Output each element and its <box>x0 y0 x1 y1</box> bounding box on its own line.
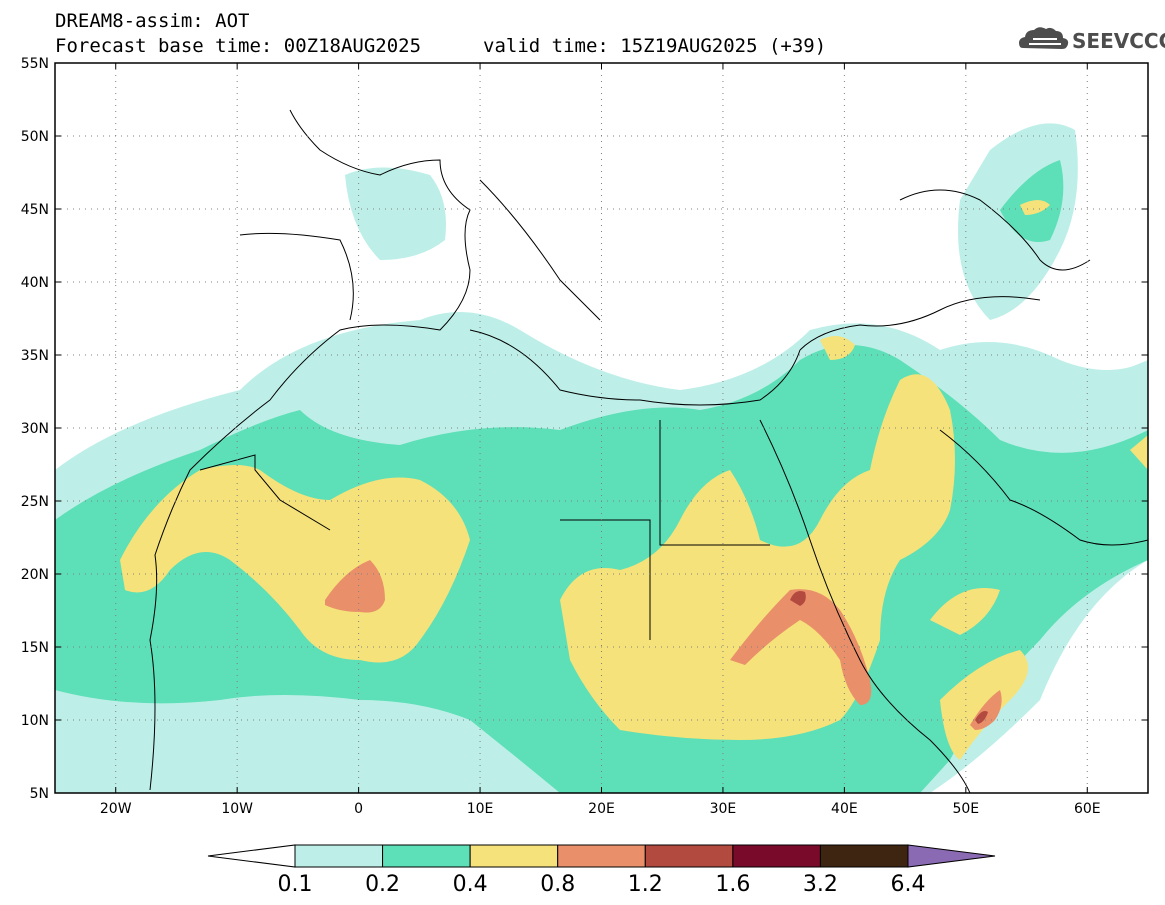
lon-labels: 20W 10W 0 10E 20E 30E 40E 50E 60E <box>100 801 1101 817</box>
colorbar-level-label: 6.4 <box>891 872 926 897</box>
lon-label: 10E <box>467 801 494 817</box>
lat-label: 50N <box>21 129 49 145</box>
lon-label: 40E <box>831 801 858 817</box>
colorbar <box>207 844 996 868</box>
chart-title: DREAM8-assim: AOT <box>55 10 250 32</box>
lon-label: 60E <box>1074 801 1101 817</box>
colorbar-box <box>382 844 471 868</box>
lat-label: 30N <box>21 421 49 437</box>
lat-label: 25N <box>21 494 49 510</box>
lat-label: 40N <box>21 275 49 291</box>
colorbar-labels: 0.1 0.2 0.4 0.8 1.2 1.6 3.2 6.4 <box>278 872 926 897</box>
colorbar-level-label: 0.8 <box>540 872 575 897</box>
forecast-base-time: Forecast base time: 00Z18AUG2025 <box>55 35 422 57</box>
lon-label: 30E <box>710 801 737 817</box>
lat-label: 20N <box>21 567 49 583</box>
aot-fields <box>55 123 1148 793</box>
lat-label: 35N <box>21 348 49 364</box>
colorbar-level-label: 1.2 <box>628 872 663 897</box>
colorbar-level-label: 0.4 <box>453 872 488 897</box>
colorbar-box <box>644 844 734 868</box>
lat-label: 10N <box>21 713 49 729</box>
colorbar-level-label: 0.1 <box>278 872 313 897</box>
coastlines <box>149 109 1148 793</box>
logo-text: SEEVCCC <box>1072 29 1165 53</box>
lon-label: 10W <box>221 801 253 817</box>
lat-label: 55N <box>21 56 49 72</box>
colorbar-over-triangle <box>907 844 996 868</box>
lon-label: 20W <box>100 801 132 817</box>
lon-label: 20E <box>588 801 615 817</box>
valid-time: valid time: 15Z19AUG2025 (+39) <box>483 35 827 57</box>
colorbar-level-label: 3.2 <box>803 872 838 897</box>
colorbar-box <box>732 844 821 868</box>
colorbar-box <box>294 844 384 868</box>
axis-ticks <box>55 62 1148 794</box>
lat-label: 15N <box>21 640 49 656</box>
colorbar-under-triangle <box>207 844 296 868</box>
graticule <box>55 63 1148 793</box>
lon-label: 0 <box>354 801 363 817</box>
colorbar-box <box>557 844 646 868</box>
colorbar-level-label: 0.2 <box>365 872 400 897</box>
cloud-icon <box>1019 27 1069 49</box>
colorbar-box <box>819 844 909 868</box>
lat-label: 5N <box>30 786 49 802</box>
lon-label: 50E <box>952 801 979 817</box>
colorbar-level-label: 1.6 <box>715 872 750 897</box>
colorbar-box <box>469 844 559 868</box>
lat-label: 45N <box>21 202 49 218</box>
lat-labels: 55N 50N 45N 40N 35N 30N 25N 20N 15N 10N 5N <box>21 56 49 802</box>
